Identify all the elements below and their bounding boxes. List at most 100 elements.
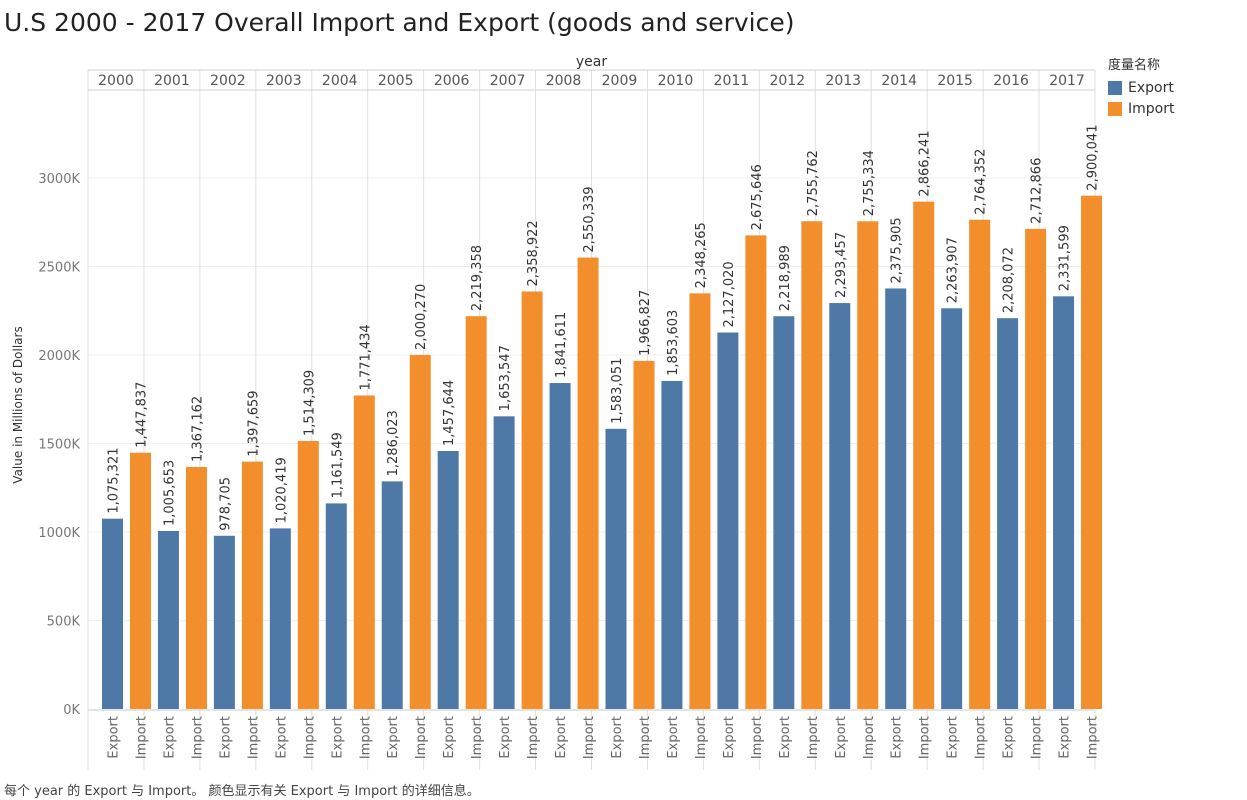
- legend-item-export[interactable]: Export: [1108, 77, 1174, 98]
- year-header-2007: 2007: [490, 73, 526, 89]
- data-label-import-2007: 2,358,922: [526, 220, 541, 286]
- x-label-export-2016: Export: [1002, 716, 1017, 759]
- x-label-import-2012: Import: [806, 716, 821, 759]
- x-label-export-2007: Export: [498, 716, 513, 759]
- x-label-import-2016: Import: [1030, 716, 1045, 759]
- bar-import-2004: [353, 395, 375, 709]
- x-label-export-2004: Export: [330, 716, 345, 759]
- bar-export-2005: [381, 481, 403, 709]
- bar-export-2000: [102, 518, 123, 709]
- data-label-export-2007: 1,653,547: [498, 345, 513, 411]
- bar-import-2005: [409, 354, 431, 709]
- data-label-import-2012: 2,755,762: [806, 150, 821, 216]
- data-label-export-2002: 978,705: [218, 477, 233, 531]
- x-label-export-2010: Export: [666, 716, 681, 759]
- y-tick-label: 2000K: [38, 349, 80, 364]
- data-label-export-2017: 2,331,599: [1058, 225, 1073, 291]
- data-label-export-2016: 2,208,072: [1002, 247, 1017, 313]
- bar-import-2003: [297, 440, 319, 709]
- data-label-export-2015: 2,263,907: [946, 237, 961, 303]
- bar-import-2008: [577, 257, 599, 709]
- footer-caption: 每个 year 的 Export 与 Import。 颜色显示有关 Export…: [4, 784, 480, 799]
- x-axis-measure-labels: Export Import Export Import Export Import Expo…: [107, 716, 1101, 759]
- data-label-export-2000: 1,075,321: [107, 447, 122, 513]
- bar-import-2015: [969, 219, 991, 709]
- bar-import-2001: [185, 467, 207, 709]
- data-label-export-2008: 1,841,611: [554, 312, 569, 378]
- data-label-import-2017: 2,900,041: [1086, 125, 1101, 191]
- y-axis-title: Value in Millions of Dollars: [11, 326, 25, 483]
- bar-export-2013: [829, 303, 851, 709]
- data-label-export-2013: 2,293,457: [834, 232, 849, 298]
- bar-export-2003: [269, 528, 291, 709]
- data-label-export-2014: 2,375,905: [890, 217, 905, 283]
- bar-import-2011: [745, 235, 767, 710]
- year-header-2002: 2002: [210, 73, 246, 89]
- x-label-export-2015: Export: [946, 716, 961, 759]
- x-label-import-2002: Import: [246, 716, 261, 759]
- data-label-import-2014: 2,866,241: [918, 131, 933, 197]
- bar-export-2001: [157, 530, 179, 709]
- data-label-import-2003: 1,514,309: [302, 370, 317, 436]
- year-header-2011: 2011: [714, 73, 750, 89]
- year-header-2015: 2015: [937, 73, 973, 89]
- x-label-import-2000: Import: [135, 716, 150, 759]
- year-header-2016: 2016: [993, 73, 1029, 89]
- bar-export-2007: [493, 416, 515, 709]
- bar-export-2006: [437, 450, 459, 709]
- data-label-import-2015: 2,764,352: [974, 149, 989, 215]
- bar-export-2017: [1053, 296, 1075, 709]
- data-label-export-2012: 2,218,989: [778, 245, 793, 311]
- bar-export-2015: [941, 308, 963, 709]
- x-label-import-2005: Import: [414, 716, 429, 759]
- x-label-export-2006: Export: [442, 716, 457, 759]
- legend-title: 度量名称: [1108, 58, 1161, 73]
- x-label-import-2011: Import: [750, 716, 765, 759]
- bars: [102, 195, 1103, 710]
- x-label-export-2003: Export: [274, 716, 289, 759]
- data-label-import-2000: 1,447,837: [135, 382, 150, 448]
- year-header-2004: 2004: [322, 73, 358, 89]
- legend-swatch-import: [1108, 101, 1122, 116]
- year-header-2010: 2010: [658, 73, 694, 89]
- data-label-import-2005: 2,000,270: [414, 284, 429, 350]
- data-label-export-2009: 1,583,051: [610, 358, 625, 424]
- data-label-export-2010: 1,853,603: [666, 310, 681, 376]
- y-tick-label: 500K: [47, 615, 81, 630]
- data-label-import-2004: 1,771,434: [358, 324, 373, 390]
- bar-import-2006: [465, 316, 487, 709]
- bar-export-2004: [325, 503, 347, 709]
- legend-swatch-export: [1108, 80, 1122, 95]
- legend: 度量名称 Export Import: [1108, 54, 1174, 119]
- x-label-import-2008: Import: [582, 716, 597, 759]
- x-label-import-2006: Import: [470, 716, 485, 759]
- bar-export-2002: [213, 535, 235, 709]
- x-label-export-2002: Export: [218, 716, 233, 759]
- year-header-2009: 2009: [602, 73, 638, 89]
- bar-import-2012: [801, 221, 823, 709]
- data-label-export-2001: 1,005,653: [162, 460, 177, 526]
- column-header-label: year: [576, 54, 607, 70]
- data-label-export-2011: 2,127,020: [722, 261, 737, 327]
- data-label-export-2006: 1,457,644: [442, 380, 457, 446]
- year-header-2012: 2012: [769, 73, 805, 89]
- data-label-import-2010: 2,348,265: [694, 222, 709, 288]
- bar-export-2011: [717, 332, 739, 709]
- data-label-import-2009: 1,966,827: [638, 290, 653, 356]
- year-header-2008: 2008: [546, 73, 582, 89]
- bar-export-2012: [773, 316, 795, 709]
- year-header-2003: 2003: [266, 73, 302, 89]
- x-label-export-2001: Export: [162, 716, 177, 759]
- data-label-import-2016: 2,712,866: [1030, 158, 1045, 224]
- legend-item-import[interactable]: Import: [1108, 98, 1174, 119]
- x-label-import-2015: Import: [974, 716, 989, 759]
- year-header-2001: 2001: [154, 73, 190, 89]
- x-label-import-2017: Import: [1086, 716, 1101, 759]
- y-tick-label: 2500K: [38, 261, 80, 276]
- x-label-import-2013: Import: [862, 716, 877, 759]
- legend-label-import: Import: [1128, 100, 1175, 117]
- y-tick-label: 1500K: [38, 438, 80, 453]
- year-header-2014: 2014: [881, 73, 917, 89]
- bar-import-2007: [521, 291, 543, 709]
- legend-label-export: Export: [1128, 79, 1174, 96]
